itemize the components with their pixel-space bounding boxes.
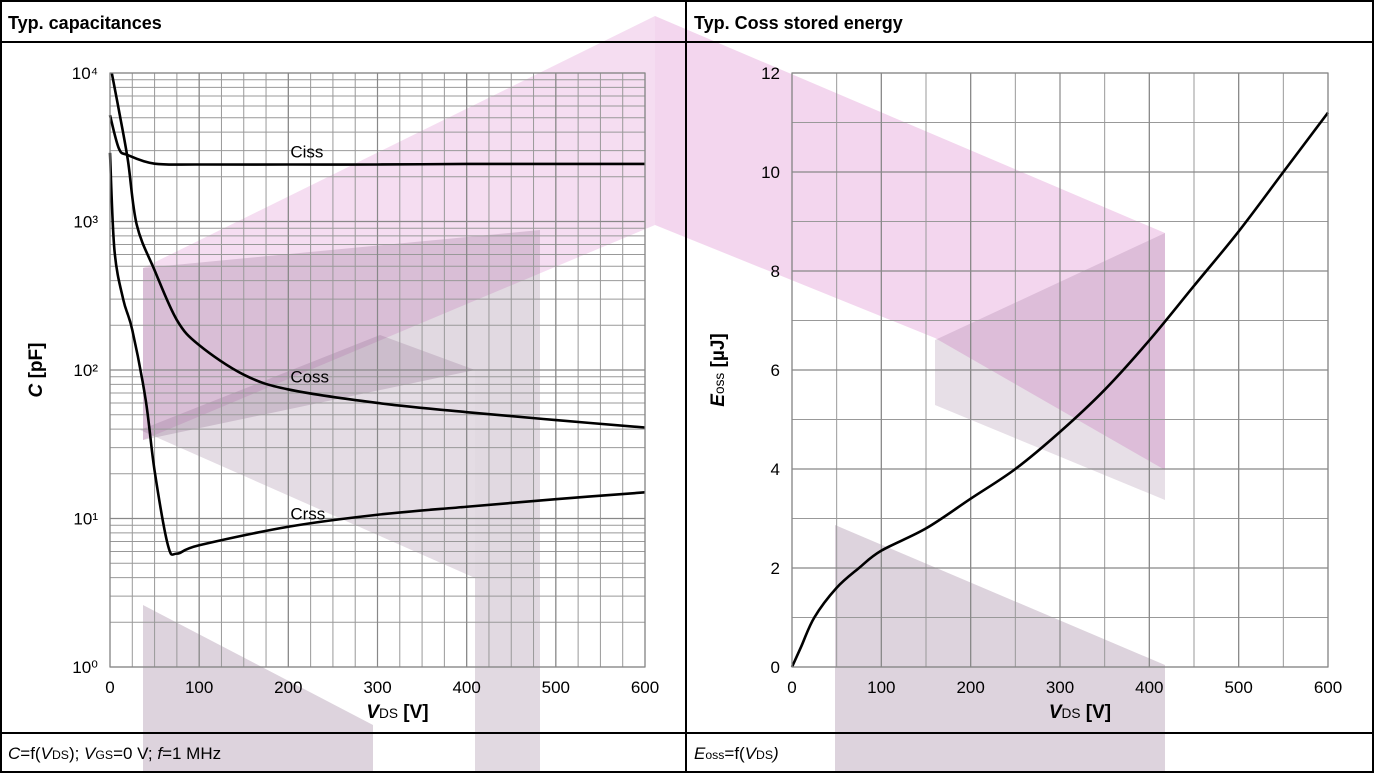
y-tick-label: 12 bbox=[761, 64, 780, 83]
y-tick-label: 4 bbox=[771, 460, 780, 479]
text-part: ); bbox=[69, 744, 84, 763]
y-axis-label: Eoss [µJ] bbox=[708, 333, 729, 406]
plot-border bbox=[791, 72, 1329, 668]
text-part: V bbox=[366, 702, 380, 723]
watermark bbox=[140, 16, 1165, 773]
y-tick-label: 2 bbox=[771, 559, 780, 578]
y-tick-label: 10 bbox=[761, 163, 780, 182]
y-tick-label: 10¹ bbox=[73, 510, 98, 529]
text-part: [pF] bbox=[26, 343, 47, 384]
y-tick-label: 10⁰ bbox=[72, 658, 98, 677]
x-tick-label: 400 bbox=[1135, 678, 1163, 697]
data-line bbox=[108, 152, 646, 556]
x-tick-label: 200 bbox=[274, 678, 302, 697]
data-line bbox=[108, 114, 645, 166]
x-tick-label: 300 bbox=[1046, 678, 1074, 697]
text-part: E bbox=[694, 744, 706, 763]
text-part: [µJ] bbox=[708, 333, 729, 372]
y-tick-label: 8 bbox=[771, 262, 780, 281]
text-part: E bbox=[708, 393, 729, 407]
x-tick-label: 0 bbox=[105, 678, 114, 697]
text-part: DS bbox=[379, 706, 398, 721]
x-tick-label: 500 bbox=[1224, 678, 1252, 697]
text-part: =f( bbox=[20, 744, 41, 763]
x-tick-label: 100 bbox=[867, 678, 895, 697]
text-part: V bbox=[84, 744, 97, 763]
y-tick-label: 10² bbox=[73, 361, 98, 380]
x-tick-label: 400 bbox=[452, 678, 480, 697]
text-part: =1 MHz bbox=[162, 744, 221, 763]
text-part: C bbox=[26, 383, 47, 397]
text-part: DS bbox=[756, 748, 773, 762]
chart-footer: Eoss=f(VDS) bbox=[694, 744, 779, 763]
x-tick-label: 300 bbox=[363, 678, 391, 697]
data-line bbox=[790, 111, 1330, 668]
text-part: [V] bbox=[398, 702, 429, 723]
text-part: GS bbox=[95, 748, 113, 762]
text-part: V bbox=[1049, 702, 1063, 723]
x-tick-label: 600 bbox=[1314, 678, 1342, 697]
curve-label: Ciss bbox=[290, 143, 323, 162]
curve-label: Crss bbox=[290, 505, 325, 524]
x-axis-label: VDS [V] bbox=[366, 702, 428, 723]
plot-border bbox=[109, 72, 646, 668]
y-tick-label: 10⁴ bbox=[72, 64, 98, 83]
text-part: [V] bbox=[1081, 702, 1112, 723]
text-part: oss bbox=[712, 373, 727, 394]
text-part: =f( bbox=[724, 744, 745, 763]
text-part: V bbox=[41, 744, 54, 763]
data-line bbox=[110, 72, 646, 429]
text-part: DS bbox=[1062, 706, 1081, 721]
x-tick-label: 200 bbox=[956, 678, 984, 697]
y-axis-label: C [pF] bbox=[26, 343, 47, 398]
y-tick-label: 10³ bbox=[73, 213, 98, 232]
text-part: oss bbox=[705, 748, 724, 762]
text-part: DS bbox=[52, 748, 69, 762]
y-tick-label: 0 bbox=[771, 658, 780, 677]
curve-label: Coss bbox=[290, 367, 329, 386]
x-tick-label: 500 bbox=[542, 678, 570, 697]
chart-title: Typ. Coss stored energy bbox=[694, 13, 903, 33]
x-tick-label: 0 bbox=[787, 678, 796, 697]
text-part: V bbox=[745, 744, 758, 763]
x-tick-label: 600 bbox=[631, 678, 659, 697]
y-tick-label: 6 bbox=[771, 361, 780, 380]
x-axis-label: VDS [V] bbox=[1049, 702, 1111, 723]
text-part: C bbox=[8, 744, 21, 763]
chart-footer: C=f(VDS); VGS=0 V; f=1 MHz bbox=[8, 744, 221, 763]
text-part: =0 V; bbox=[113, 744, 157, 763]
text-part: ) bbox=[771, 744, 779, 763]
x-tick-label: 100 bbox=[185, 678, 213, 697]
text-part: f bbox=[157, 744, 164, 763]
chart-title: Typ. capacitances bbox=[8, 13, 162, 33]
